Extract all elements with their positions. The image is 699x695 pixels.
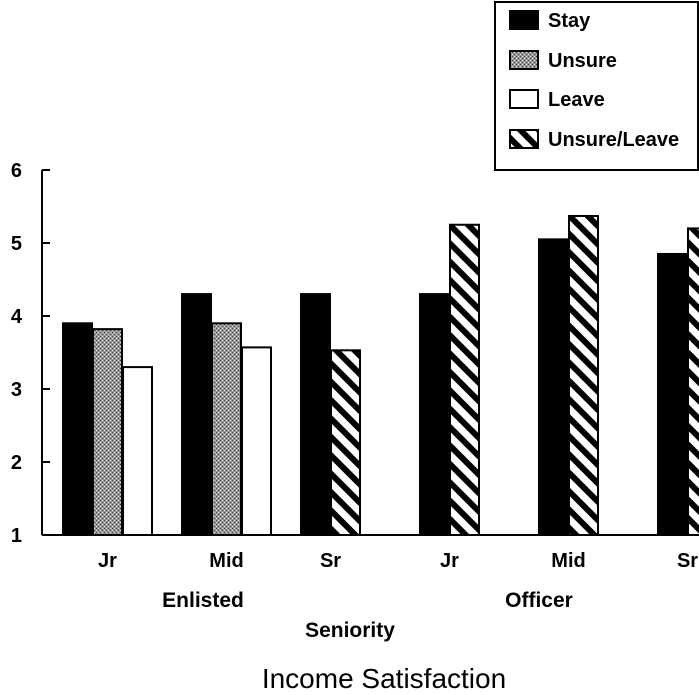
legend-label-leave: Leave [548, 89, 605, 111]
legend-swatch-unsure [509, 50, 539, 70]
bar-unsure-leave [330, 349, 361, 536]
bar-stay [300, 293, 331, 536]
legend-label-unsure: Unsure [548, 50, 617, 72]
group-label: Enlisted [162, 589, 244, 612]
y-tick-label: 1 [11, 525, 22, 547]
x-tick-label: Jr [98, 550, 117, 572]
bar-unsure-leave [568, 214, 599, 537]
legend-label-unsure-leave: Unsure/Leave [548, 129, 679, 151]
bar-stay [657, 252, 688, 536]
x-tick-label: Sr [320, 550, 341, 572]
bars [62, 214, 699, 537]
x-axis-label: Seniority [305, 619, 395, 642]
x-tick-label: Sr [677, 550, 698, 572]
y-tick-label: 5 [11, 233, 22, 255]
group-labels: Enlisted Officer [162, 589, 573, 612]
y-tick-label: 3 [11, 379, 22, 401]
y-tick-label: 4 [11, 306, 23, 328]
group-label: Officer [505, 589, 573, 612]
bar-stay [538, 238, 569, 536]
bar-stay [419, 293, 450, 536]
y-ticks: 1 2 3 4 5 6 [11, 160, 50, 547]
legend-label-stay: Stay [548, 10, 591, 32]
bar-unsure [92, 328, 123, 537]
bar-unsure-leave [687, 227, 699, 536]
bar-stay [181, 293, 212, 536]
bar-leave [122, 366, 153, 536]
legend: Stay Unsure Leave Unsure/Leave [494, 1, 699, 171]
bar-leave [241, 346, 272, 537]
y-tick-label: 6 [11, 160, 22, 182]
chart-title: Income Satisfaction [262, 663, 506, 694]
y-tick-label: 2 [11, 452, 22, 474]
legend-swatch-stay [509, 10, 539, 30]
x-tick-label: Mid [209, 550, 243, 572]
legend-swatch-leave [509, 89, 539, 109]
x-tick-label: Jr [440, 550, 459, 572]
bar-unsure-leave [449, 223, 480, 536]
x-tick-labels: Jr Mid Sr Jr Mid Sr [98, 550, 698, 572]
bar-unsure [211, 322, 242, 536]
x-tick-label: Mid [551, 550, 585, 572]
legend-swatch-unsure-leave [509, 129, 539, 149]
bar-stay [62, 322, 93, 536]
